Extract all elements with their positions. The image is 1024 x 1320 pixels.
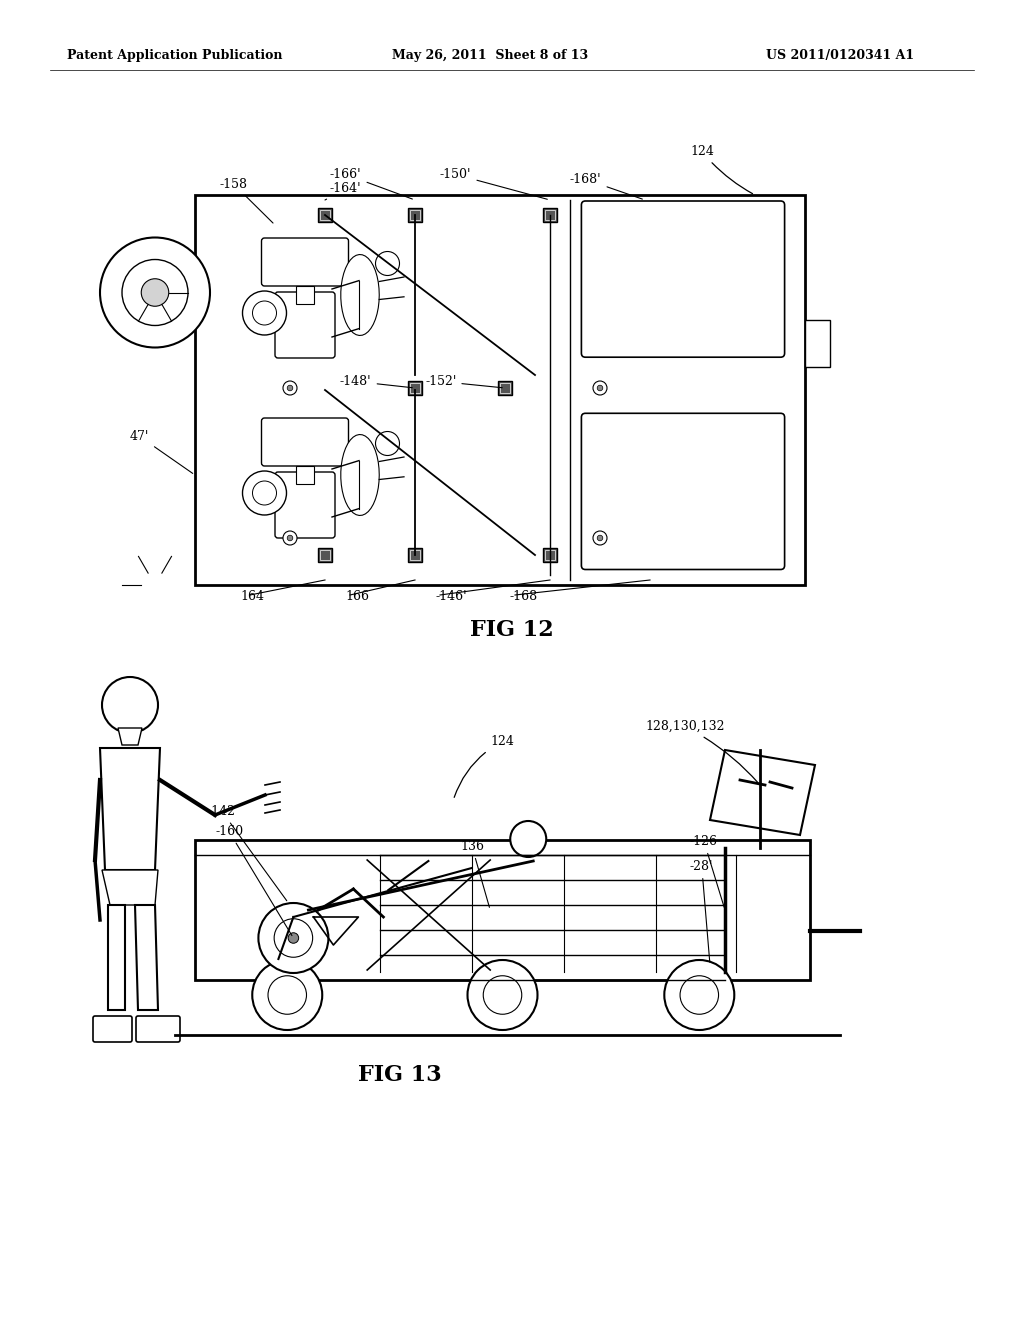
Text: -160: -160	[215, 825, 292, 936]
Bar	[318, 209, 332, 222]
Bar	[195, 195, 805, 585]
Text: -166': -166'	[330, 168, 413, 199]
FancyBboxPatch shape	[261, 418, 348, 466]
Circle shape	[665, 960, 734, 1030]
Bar	[318, 548, 332, 562]
Bar	[319, 210, 330, 220]
Text: -28': -28'	[690, 861, 714, 962]
Text: -142: -142	[208, 805, 287, 900]
FancyBboxPatch shape	[261, 238, 348, 286]
Text: 124: 124	[455, 735, 514, 797]
Polygon shape	[341, 434, 379, 516]
Bar	[296, 286, 314, 304]
Text: 124: 124	[690, 145, 753, 194]
Circle shape	[593, 531, 607, 545]
Circle shape	[100, 238, 210, 347]
FancyBboxPatch shape	[136, 1016, 180, 1041]
Polygon shape	[118, 729, 142, 744]
Text: Patent Application Publication: Patent Application Publication	[68, 49, 283, 62]
Bar	[408, 548, 422, 562]
Circle shape	[680, 975, 719, 1014]
Text: 47': 47'	[130, 430, 193, 474]
Text: -158: -158	[220, 178, 273, 223]
Circle shape	[597, 535, 603, 541]
Circle shape	[243, 471, 287, 515]
Bar	[543, 209, 557, 222]
Text: -126: -126	[690, 836, 724, 907]
FancyBboxPatch shape	[582, 201, 784, 358]
Bar	[500, 383, 510, 393]
Polygon shape	[108, 906, 125, 1010]
Circle shape	[510, 821, 546, 857]
Text: -146': -146'	[435, 590, 467, 603]
Circle shape	[376, 252, 399, 276]
Bar	[545, 550, 555, 560]
Bar	[195, 840, 810, 979]
Text: -164': -164'	[325, 182, 361, 201]
Circle shape	[287, 535, 293, 541]
Bar	[410, 550, 420, 560]
Circle shape	[288, 933, 299, 944]
Text: -168': -168'	[570, 173, 642, 199]
Circle shape	[102, 677, 158, 733]
Circle shape	[253, 301, 276, 325]
Bar	[805, 319, 830, 367]
Circle shape	[268, 975, 306, 1014]
Bar	[319, 550, 330, 560]
Text: 164: 164	[240, 590, 264, 603]
Circle shape	[258, 903, 329, 973]
Bar	[410, 210, 420, 220]
FancyBboxPatch shape	[275, 292, 335, 358]
Text: 166: 166	[345, 590, 369, 603]
Circle shape	[283, 381, 297, 395]
Circle shape	[274, 919, 312, 957]
Bar	[545, 210, 555, 220]
Text: 136: 136	[460, 840, 489, 907]
Text: 128,130,132: 128,130,132	[645, 719, 758, 783]
Circle shape	[122, 260, 188, 326]
Circle shape	[593, 381, 607, 395]
Circle shape	[376, 432, 399, 455]
Circle shape	[243, 290, 287, 335]
FancyBboxPatch shape	[93, 1016, 132, 1041]
FancyBboxPatch shape	[275, 473, 335, 539]
Polygon shape	[135, 906, 158, 1010]
FancyBboxPatch shape	[582, 413, 784, 569]
Text: FIG 13: FIG 13	[358, 1064, 441, 1086]
Text: -148': -148'	[340, 375, 413, 388]
Bar	[498, 381, 512, 395]
Bar	[296, 466, 314, 484]
Text: US 2011/0120341 A1: US 2011/0120341 A1	[766, 49, 914, 62]
Text: FIG 12: FIG 12	[470, 619, 554, 642]
Bar	[408, 209, 422, 222]
Bar	[410, 383, 420, 393]
Polygon shape	[341, 255, 379, 335]
Circle shape	[253, 480, 276, 506]
Circle shape	[141, 279, 169, 306]
Text: May 26, 2011  Sheet 8 of 13: May 26, 2011 Sheet 8 of 13	[392, 49, 588, 62]
Circle shape	[287, 385, 293, 391]
Text: -152': -152'	[425, 375, 502, 388]
Text: -168: -168	[510, 590, 539, 603]
Bar	[543, 548, 557, 562]
Polygon shape	[710, 750, 815, 836]
Polygon shape	[100, 748, 160, 870]
Circle shape	[597, 385, 603, 391]
Polygon shape	[102, 870, 158, 906]
Circle shape	[252, 960, 323, 1030]
Circle shape	[483, 975, 522, 1014]
Circle shape	[468, 960, 538, 1030]
Text: -150': -150'	[440, 168, 547, 199]
Circle shape	[283, 531, 297, 545]
Bar	[408, 381, 422, 395]
